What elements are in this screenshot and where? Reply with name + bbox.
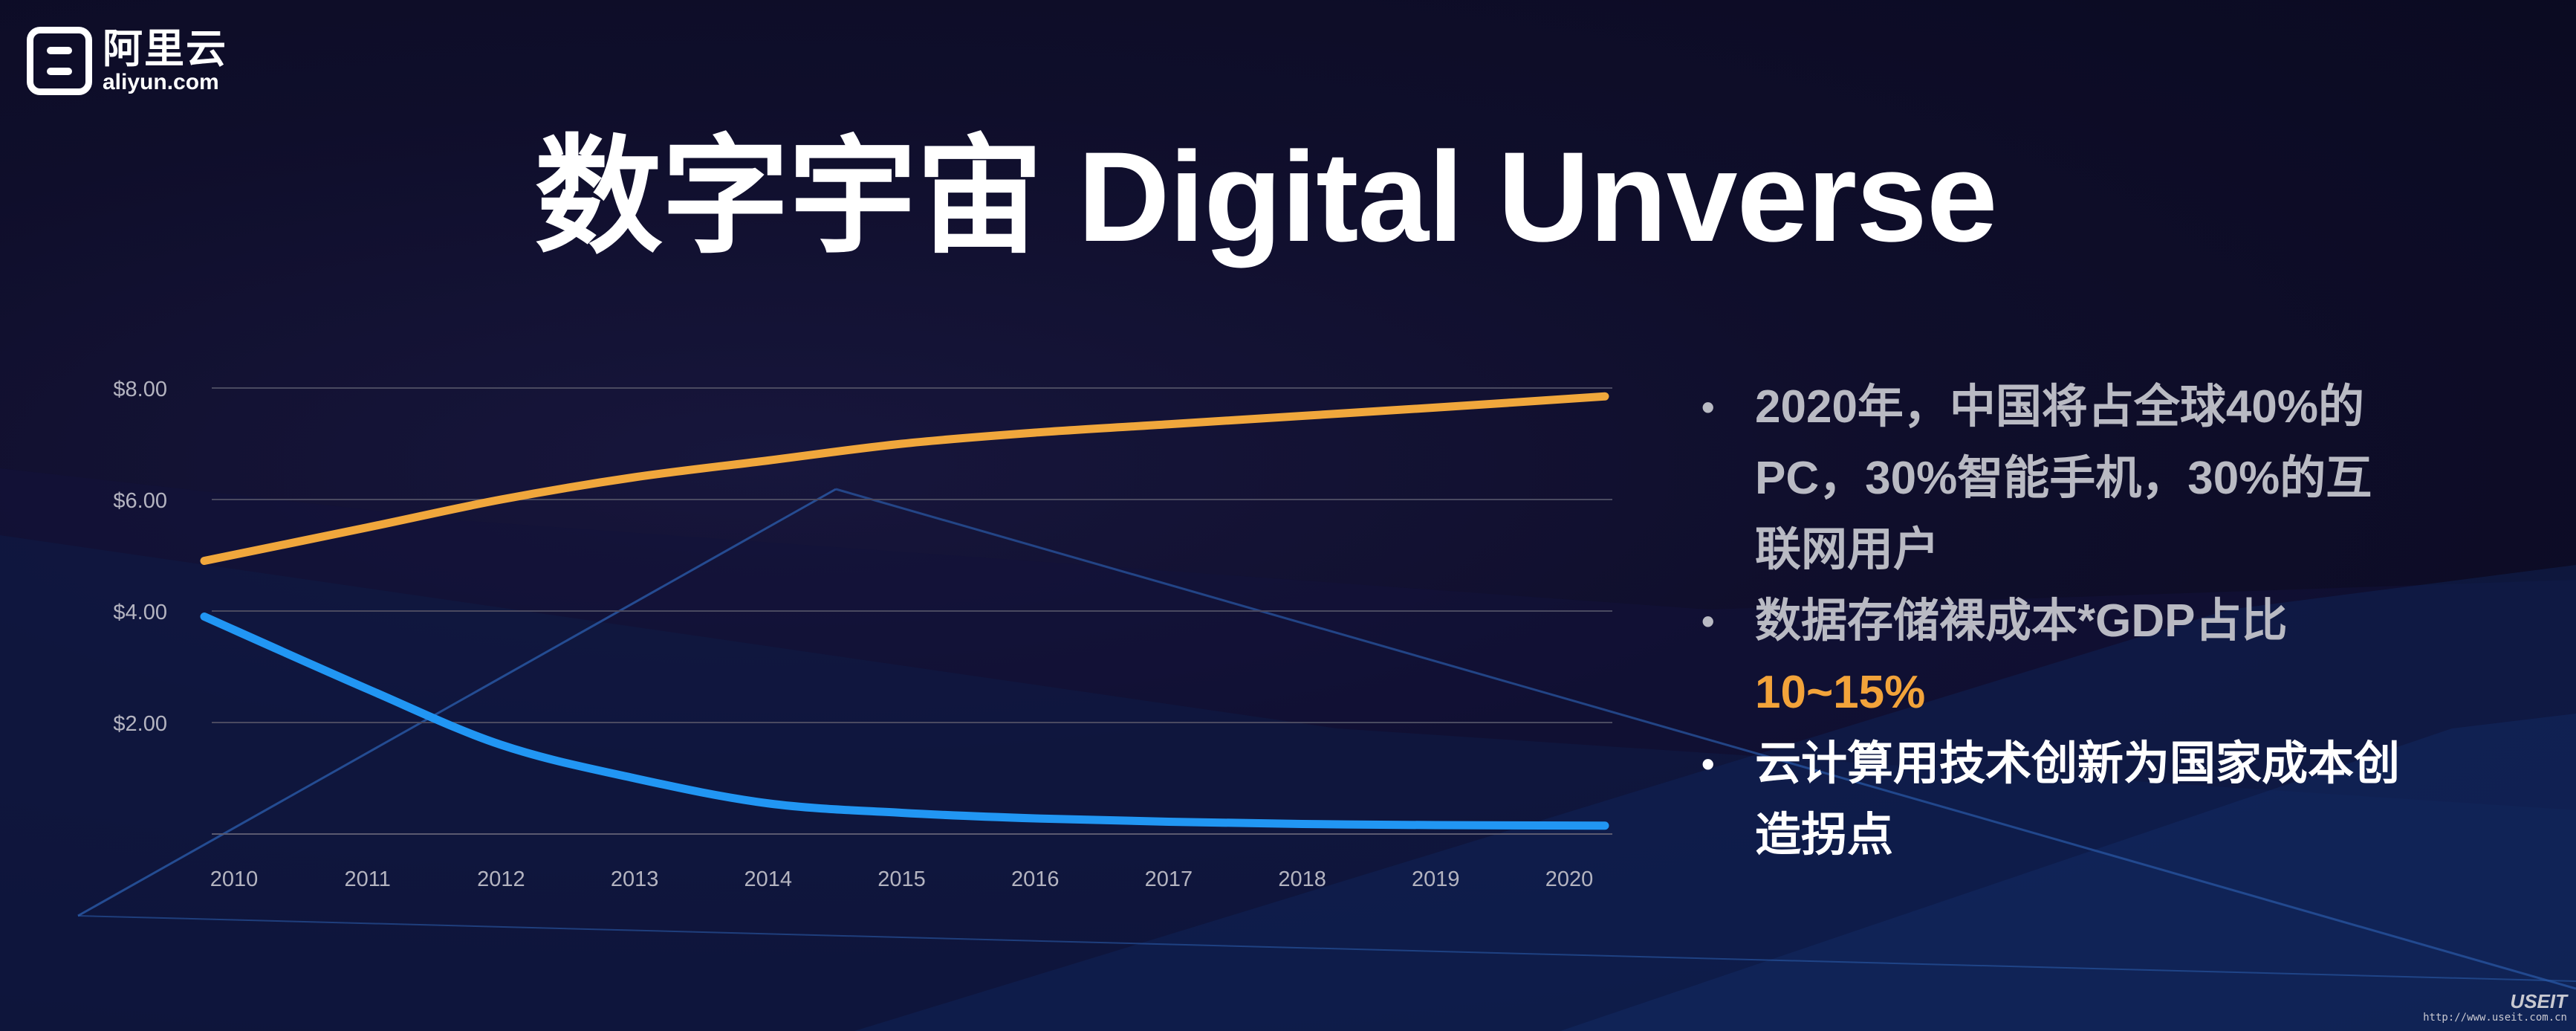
x-tick-label: 2020 bbox=[1545, 867, 1594, 891]
x-tick-label: 2012 bbox=[477, 867, 525, 891]
bullet-line: 造拐点 bbox=[1755, 809, 1894, 861]
logo-domain-text: aliyun.com bbox=[103, 70, 219, 94]
aliyun-logo: 阿里云 aliyun.com bbox=[27, 27, 227, 95]
logo-chinese-text: 阿里云 bbox=[103, 27, 227, 71]
series-line-orange bbox=[200, 392, 1609, 565]
y-tick-label: $2.00 bbox=[113, 712, 167, 736]
bullet-dot: • bbox=[1701, 601, 1715, 642]
bullet-item: • 云计算用技术创新为国家成本创 造拐点 bbox=[1701, 728, 2519, 871]
page-title: 数字宇宙 Digital Unverse bbox=[0, 119, 2576, 275]
bullet-item: 10~15% bbox=[1701, 657, 2519, 728]
bullet-line: 数据存储裸成本*GDP占比 bbox=[1755, 595, 2288, 647]
bullet-item: • 数据存储裸成本*GDP占比 bbox=[1701, 586, 2519, 657]
aliyun-logo-icon bbox=[27, 27, 92, 95]
bullet-list: • 2020年，中国将占全球40%的 PC，30%智能手机，30%的互 联网用户 • 数据… bbox=[1701, 372, 2519, 871]
x-tick-label: 2017 bbox=[1145, 867, 1193, 891]
x-tick-label: 2014 bbox=[744, 867, 793, 891]
x-tick-label: 2019 bbox=[1412, 867, 1460, 891]
bullet-dot: • bbox=[1701, 387, 1715, 428]
watermark-brand: USEIT bbox=[2510, 990, 2567, 1012]
y-tick-label: $8.00 bbox=[113, 378, 167, 401]
watermark: USEIT http://www.useit.com.cn bbox=[2423, 991, 2567, 1024]
bullet-line: 10~15% bbox=[1755, 667, 1926, 718]
bullet-line: 2020年，中国将占全球40%的 bbox=[1755, 381, 2365, 433]
x-tick-label: 2016 bbox=[1011, 867, 1060, 891]
bullet-line: 联网用户 bbox=[1755, 524, 1940, 575]
bullet-line: 云计算用技术创新为国家成本创 bbox=[1755, 738, 2401, 789]
watermark-url: http://www.useit.com.cn bbox=[2423, 1012, 2567, 1024]
x-tick-label: 2013 bbox=[611, 867, 659, 891]
x-tick-label: 2018 bbox=[1278, 867, 1326, 891]
x-tick-label: 2011 bbox=[345, 867, 391, 891]
x-tick-label: 2015 bbox=[877, 867, 926, 891]
bullet-dot: • bbox=[1701, 743, 1715, 785]
bullet-item: • 2020年，中国将占全球40%的 PC，30%智能手机，30%的互 联网用户 bbox=[1701, 372, 2519, 586]
bullet-line: PC，30%智能手机，30%的互 bbox=[1755, 453, 2372, 504]
y-tick-label: $4.00 bbox=[113, 601, 167, 624]
series-line-blue bbox=[200, 613, 1609, 830]
y-tick-label: $6.00 bbox=[113, 489, 167, 513]
page-title-text: 数字宇宙 Digital Unverse bbox=[534, 126, 1998, 268]
x-tick-label: 2010 bbox=[210, 867, 259, 891]
